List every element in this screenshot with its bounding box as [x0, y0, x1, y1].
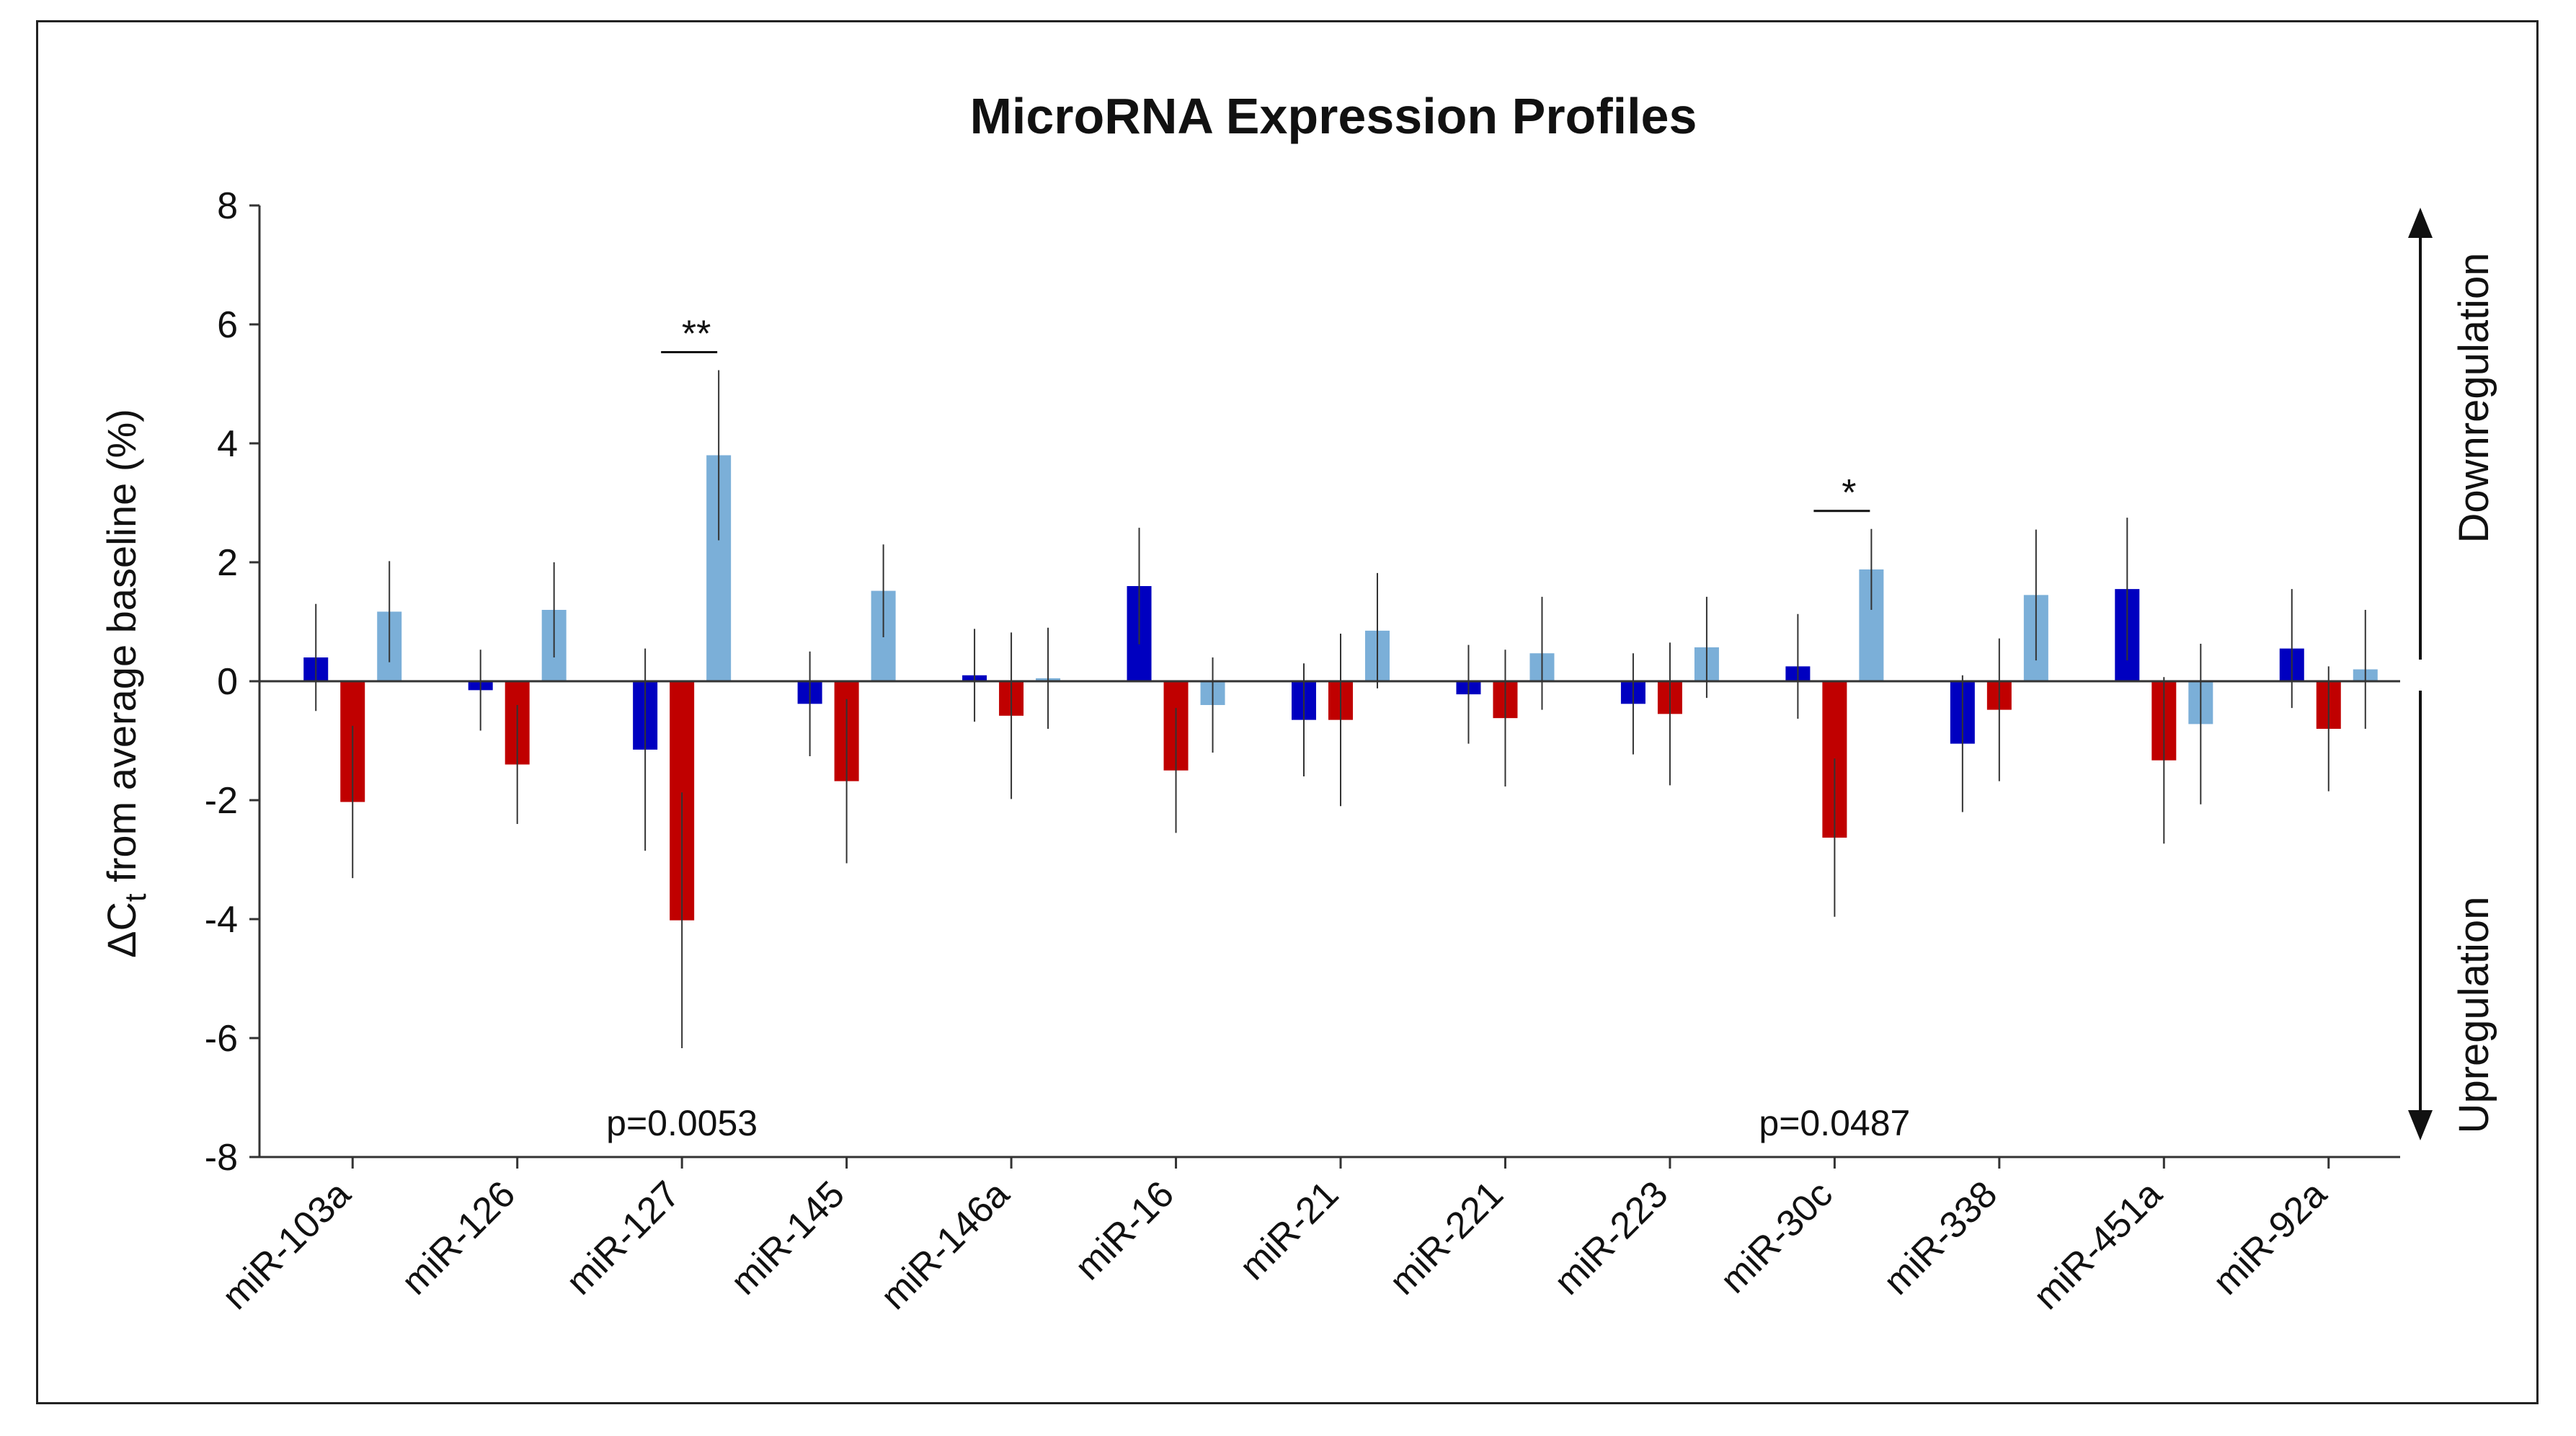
x-tick-label: miR-16 — [1067, 1173, 1183, 1288]
y-tick-label: -4 — [205, 899, 238, 941]
x-tick-label: miR-145 — [723, 1173, 853, 1303]
up-arrow-head — [2408, 208, 2433, 238]
p-value-label: p=0.0487 — [1759, 1103, 1910, 1143]
x-tick-label: miR-223 — [1546, 1173, 1676, 1303]
bar-group — [303, 370, 2378, 1049]
x-tick-label: miR-103a — [214, 1173, 358, 1317]
annotations: ** p=0.0053 * p=0.0487 — [606, 314, 1910, 1143]
x-tick-label: miR-451a — [2025, 1173, 2169, 1317]
x-tick-label: miR-21 — [1232, 1173, 1347, 1288]
y-tick-label: 0 — [217, 661, 238, 703]
y-axis-label: ΔCt from average baseline (%) — [99, 409, 152, 958]
significance-marker: ** — [682, 314, 711, 355]
x-tick-label: miR-221 — [1382, 1173, 1511, 1303]
y-tick-label: -2 — [205, 780, 238, 822]
x-axis: miR-103a miR-126 miR-127 miR-145 miR-146a miR… — [214, 680, 2400, 1318]
regulation-indicator: Downregulation Upregulation — [2408, 208, 2497, 1140]
significance-marker: * — [1842, 472, 1856, 514]
y-axis: 8 6 4 2 0 -2 -4 -6 -8 — [205, 185, 261, 1179]
down-arrow-head — [2408, 1110, 2433, 1140]
y-tick-label: 6 — [217, 304, 238, 346]
y-tick-label: 4 — [217, 423, 238, 465]
upregulation-label: Upregulation — [2451, 897, 2497, 1134]
x-tick-label: miR-126 — [394, 1173, 523, 1303]
x-tick-label: miR-30c — [1713, 1173, 1841, 1301]
chart-title: MicroRNA Expression Profiles — [970, 88, 1697, 144]
downregulation-label: Downregulation — [2451, 252, 2497, 543]
x-tick-label: miR-146a — [873, 1173, 1017, 1317]
x-tick-label: miR-127 — [559, 1173, 688, 1303]
x-tick-label: miR-92a — [2205, 1173, 2335, 1303]
chart-frame — [36, 20, 2539, 1404]
x-tick-label: miR-338 — [1875, 1173, 2005, 1303]
y-tick-label: -8 — [205, 1137, 238, 1179]
y-tick-label: 2 — [217, 542, 238, 584]
y-tick-label: -6 — [205, 1018, 238, 1060]
p-value-label: p=0.0053 — [606, 1103, 758, 1143]
y-tick-label: 8 — [217, 185, 238, 227]
